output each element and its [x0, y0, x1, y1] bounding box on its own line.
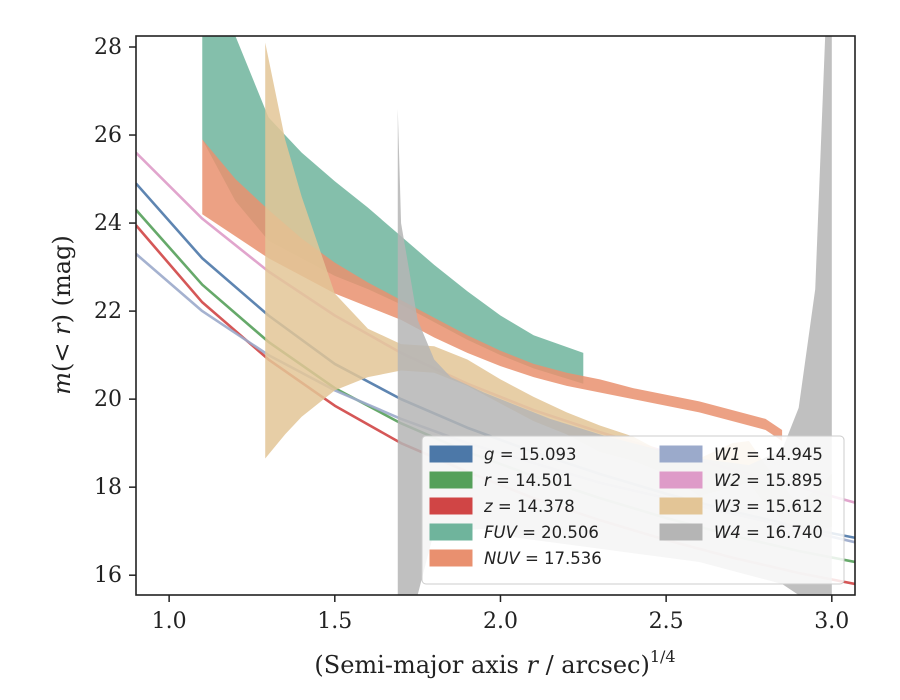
x-tick-label: 1.0	[152, 609, 187, 634]
legend-label-w2: W2 = 15.895	[714, 471, 823, 490]
legend-label-fuv: FUV = 20.506	[484, 523, 599, 542]
plot-frame	[135, 35, 856, 596]
ticks-layer: 1.0 1.5 2.0 2.5 3.0 16 18 20 22 24 26 28	[94, 35, 849, 634]
legend-swatch-g	[429, 445, 473, 463]
legend: g = 15.093 r = 14.501 z = 14.378 FUV = 20.5…	[421, 435, 845, 585]
series-band-nuv	[202, 139, 783, 441]
y-tick-label: 20	[94, 387, 122, 412]
y-tick-label: 16	[94, 563, 122, 588]
y-tick-label: 18	[94, 475, 122, 500]
legend-label-nuv: NUV = 17.536	[484, 549, 602, 568]
legend-label-g: g = 15.093	[484, 445, 577, 464]
legend-swatch-w3	[659, 497, 703, 515]
x-tick-label: 1.5	[317, 609, 352, 634]
legend-frame	[421, 435, 845, 585]
x-tick-label: 2.0	[483, 609, 518, 634]
legend-swatch-nuv	[429, 549, 473, 567]
legend-swatch-w1	[659, 445, 703, 463]
y-tick-label: 28	[94, 35, 122, 60]
legend-label-w4: W4 = 16.740	[714, 523, 823, 542]
y-axis-title: m(< r) (mag)	[48, 235, 76, 395]
x-tick-label: 3.0	[814, 609, 849, 634]
legend-label-r: r = 14.501	[484, 471, 573, 490]
legend-swatch-r	[429, 471, 473, 489]
legend-label-w3: W3 = 15.612	[714, 497, 823, 516]
legend-swatch-w4	[659, 523, 703, 541]
y-tick-label: 26	[94, 123, 122, 148]
legend-swatch-fuv	[429, 523, 473, 541]
legend-swatch-z	[429, 497, 473, 515]
legend-label-z: z = 14.378	[483, 497, 575, 516]
legend-label-w1: W1 = 14.945	[714, 445, 823, 464]
x-axis-title: (Semi-major axis r / arcsec)1/4	[314, 647, 675, 679]
y-tick-label: 24	[94, 211, 122, 236]
x-tick-label: 2.5	[649, 609, 684, 634]
legend-swatch-w2	[659, 471, 703, 489]
y-tick-label: 22	[94, 299, 122, 324]
